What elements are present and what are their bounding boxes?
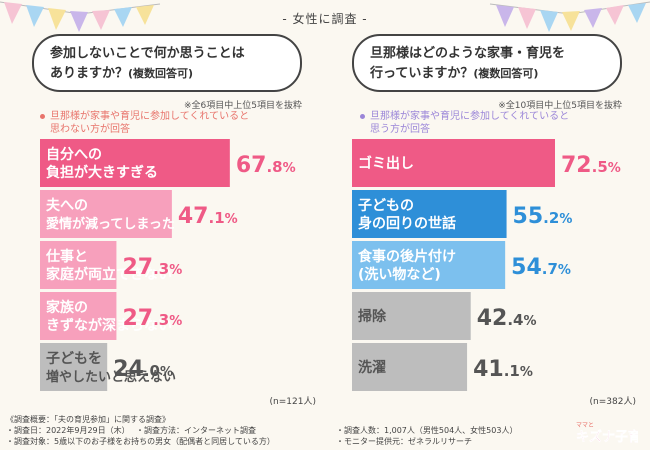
value-label: 72.5%	[561, 153, 621, 178]
category-label: 掃除	[358, 308, 387, 325]
panel-right: 旦那様はどのような家事・育児を 行っていますか？(複数回答可) ※全10項目中上…	[330, 24, 640, 414]
survey-count: ・調査人数：1,007人（男性504人、女性503人）	[336, 426, 518, 435]
page-title: - 女性に調査 -	[282, 12, 368, 26]
bunting-decoration	[0, 1, 650, 32]
question-bubble: 参加しないことで何か思うことは ありますか？(複数回答可)	[32, 34, 302, 92]
bar	[40, 139, 230, 187]
category-label: 家族の	[46, 299, 88, 316]
survey-target: ・調査対象：5歳以下のお子様をお持ちの男女（配偶者と同居している方）	[6, 437, 275, 446]
value-label: 27.3%	[122, 255, 182, 280]
value-label: 27.3%	[122, 306, 182, 331]
category-label: 家庭が両立できない	[46, 266, 172, 283]
top-note: ※全6項目中上位5項目を抜粋	[184, 101, 302, 111]
question-line1: 旦那様はどのような家事・育児を	[370, 46, 566, 61]
respondent-criteria: 旦那様が家事や育児に参加してくれていると 思う方が回答	[360, 110, 630, 136]
bar	[352, 292, 471, 340]
bar-group: ゴミ出し 72.5%	[352, 139, 621, 187]
top-note: ※全10項目中上位5項目を抜粋	[498, 101, 622, 111]
criteria-line1: 旦那様が家事や育児に参加してくれていると	[50, 111, 250, 122]
bar	[40, 241, 117, 289]
survey-provider: ・モニター提供元：ゼネラルリサーチ	[336, 437, 472, 446]
survey-method: ・調査方法：インターネット調査	[136, 426, 256, 435]
question-line2: ありますか？	[50, 66, 129, 81]
category-label: ゴミ出し	[358, 155, 414, 172]
value-label: 67.8%	[236, 153, 296, 178]
category-label: 身の回りの世話	[358, 215, 456, 232]
value-label: 54.7%	[511, 255, 571, 280]
survey-title: 《調査概要：「夫の育児参加」に関する調査》	[6, 415, 170, 424]
brand-logo: ママと キズナ子育て	[576, 422, 638, 444]
logo-small-text: ママと	[576, 422, 594, 429]
value-label: 42.4%	[477, 306, 537, 331]
criteria-line2: 思わない方が回答	[50, 124, 130, 135]
bar	[40, 343, 108, 391]
question-bubble: 旦那様はどのような家事・育児を 行っていますか？(複数回答可)	[352, 34, 622, 92]
category-label: 食事の後片付け	[358, 248, 456, 265]
panel-left: 参加しないことで何か思うことは ありますか？(複数回答可) ※全6項目中上位5項…	[10, 24, 320, 414]
bar-group: 掃除 42.4%	[352, 292, 537, 340]
category-label: 仕事と	[45, 248, 88, 265]
bar	[40, 190, 172, 238]
category-label: 増やしたいと思えない	[46, 369, 176, 385]
question-line1: 参加しないことで何か思うことは	[50, 46, 245, 61]
bar-group: 洗濯 41.1%	[352, 343, 533, 391]
respondent-criteria: 旦那様が家事や育児に参加してくれていると 思わない方が回答	[40, 110, 310, 136]
category-label: 自分への	[46, 146, 102, 163]
criteria-line2: 思う方が回答	[370, 124, 430, 135]
bar	[40, 292, 117, 340]
bar	[352, 343, 468, 391]
bar	[352, 139, 555, 187]
category-label: 負担が大きすぎる	[46, 164, 158, 181]
category-label: 子どもの	[358, 198, 414, 214]
sample-size: (n=382人)	[589, 397, 636, 407]
criteria-line1: 旦那様が家事や育児に参加してくれていると	[370, 111, 570, 122]
question-line2: 行っていますか？	[370, 66, 474, 81]
value-label: 47.1%	[178, 204, 238, 229]
question-note: (複数回答可)	[128, 67, 194, 80]
bar-group: 食事の後片付け(洗い物など) 54.7%	[352, 241, 571, 289]
category-label: 夫への	[46, 197, 88, 214]
logo-text: キズナ子育て	[576, 429, 638, 444]
survey-overview: 《調査概要：「夫の育児参加」に関する調査》 ・調査日：2022年9月29日（木）…	[6, 414, 576, 447]
category-label: 子どもを	[46, 351, 102, 367]
value-label: 55.2%	[513, 204, 573, 229]
category-label: きずなが深まらない	[46, 317, 172, 334]
bar	[352, 241, 506, 289]
category-label: (洗い物など)	[358, 266, 441, 283]
question-note: (複数回答可)	[473, 67, 539, 80]
sample-size: (n=121人)	[269, 397, 316, 407]
bullet-dot-icon	[360, 114, 365, 119]
value-label: 41.1%	[473, 357, 533, 382]
category-label: 愛情が減ってしまった	[46, 216, 175, 232]
category-label: 洗濯	[358, 359, 386, 376]
value-label: 24.0%	[113, 357, 173, 382]
bullet-dot-icon	[40, 114, 45, 119]
survey-date: ・調査日：2022年9月29日（木）	[6, 426, 130, 435]
bar	[352, 190, 507, 238]
